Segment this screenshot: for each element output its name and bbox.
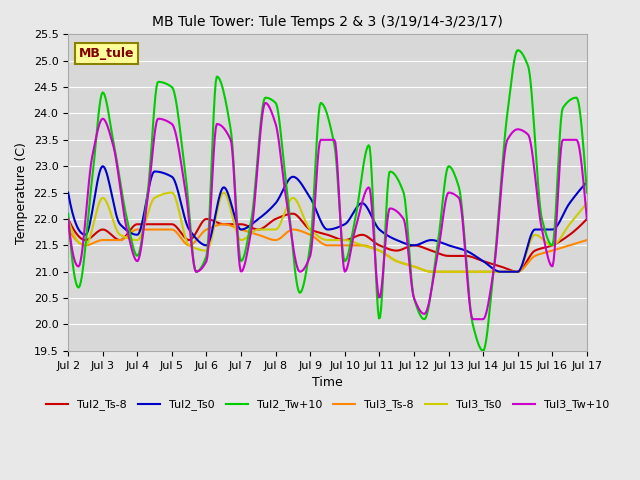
Tul3_Ts-8 [64, 227, 72, 232]
Tul2_Tw+10 [490, 261, 498, 266]
Tul2_Ts-8 [64, 216, 72, 222]
Line: Tul3_Ts0: Tul3_Ts0 [68, 192, 587, 272]
Tul2_Ts-8 [312, 228, 319, 234]
Tul2_Tw+10 [314, 124, 321, 130]
Y-axis label: Temperature (C): Temperature (C) [15, 142, 28, 243]
Tul3_Tw+10 [64, 216, 72, 222]
Tul2_Tw+10 [479, 348, 487, 354]
Line: Tul2_Tw+10: Tul2_Tw+10 [68, 50, 587, 351]
Tul2_Ts0 [64, 190, 72, 195]
Tul3_Tw+10 [374, 289, 382, 295]
Tul2_Tw+10 [515, 48, 522, 53]
Tul2_Ts0 [312, 206, 319, 212]
Tul2_Tw+10 [64, 211, 72, 216]
Tul3_Ts0 [374, 247, 382, 253]
Line: Tul2_Ts0: Tul2_Ts0 [68, 166, 587, 272]
Tul3_Tw+10 [470, 316, 477, 322]
Text: MB_tule: MB_tule [79, 47, 134, 60]
Tul3_Ts0 [583, 200, 591, 206]
Tul2_Tw+10 [310, 180, 318, 185]
Tul3_Ts-8 [428, 269, 436, 275]
Tul2_Ts0 [497, 269, 504, 275]
Tul3_Ts-8 [492, 269, 499, 275]
Line: Tul3_Ts-8: Tul3_Ts-8 [68, 224, 587, 272]
Tul3_Tw+10 [312, 189, 319, 195]
Tul2_Ts-8 [583, 216, 591, 222]
Tul2_Ts-8 [315, 229, 323, 235]
Tul2_Tw+10 [373, 291, 381, 297]
Tul2_Ts0 [315, 214, 323, 219]
Tul3_Ts0 [346, 238, 354, 244]
Tul3_Ts0 [64, 216, 72, 222]
Legend: Tul2_Ts-8, Tul2_Ts0, Tul2_Tw+10, Tul3_Ts-8, Tul3_Ts0, Tul3_Tw+10: Tul2_Ts-8, Tul2_Ts0, Tul2_Tw+10, Tul3_Ts… [42, 395, 614, 415]
Tul2_Ts-8 [573, 226, 580, 232]
Tul2_Ts-8 [346, 236, 354, 242]
Tul3_Ts-8 [312, 235, 319, 241]
Tul2_Ts0 [346, 216, 354, 222]
Tul3_Tw+10 [262, 100, 269, 106]
Tul3_Tw+10 [315, 146, 323, 152]
Tul3_Ts0 [428, 269, 436, 275]
Tul2_Ts-8 [374, 242, 382, 248]
Tul2_Ts-8 [289, 211, 296, 216]
Line: Tul3_Tw+10: Tul3_Tw+10 [68, 103, 587, 319]
Tul3_Ts-8 [374, 247, 382, 253]
Tul2_Tw+10 [583, 190, 591, 195]
Tul2_Tw+10 [345, 249, 353, 254]
Tul3_Ts-8 [573, 240, 580, 246]
Tul3_Ts-8 [220, 221, 228, 227]
Tul2_Ts0 [583, 179, 591, 185]
Tul3_Tw+10 [346, 253, 354, 259]
Tul2_Ts0 [374, 225, 382, 231]
Tul3_Ts0 [315, 234, 323, 240]
Tul3_Ts-8 [346, 242, 354, 248]
Tul2_Ts0 [99, 163, 106, 169]
Tul3_Ts-8 [583, 237, 591, 243]
Tul2_Ts-8 [513, 269, 521, 275]
Tul3_Tw+10 [573, 137, 580, 143]
Line: Tul2_Ts-8: Tul2_Ts-8 [68, 214, 587, 272]
Tul3_Ts0 [167, 190, 175, 195]
Tul2_Tw+10 [573, 95, 580, 100]
Tul3_Ts0 [492, 269, 499, 275]
X-axis label: Time: Time [312, 376, 343, 389]
Tul2_Ts-8 [490, 262, 498, 267]
Tul3_Tw+10 [492, 254, 499, 260]
Tul2_Ts0 [573, 191, 580, 197]
Tul3_Ts0 [573, 213, 580, 219]
Tul3_Ts0 [312, 231, 319, 237]
Tul2_Ts0 [490, 267, 498, 273]
Tul3_Tw+10 [583, 216, 591, 222]
Title: MB Tule Tower: Tule Temps 2 & 3 (3/19/14-3/23/17): MB Tule Tower: Tule Temps 2 & 3 (3/19/14… [152, 15, 503, 29]
Tul3_Ts-8 [315, 238, 323, 244]
